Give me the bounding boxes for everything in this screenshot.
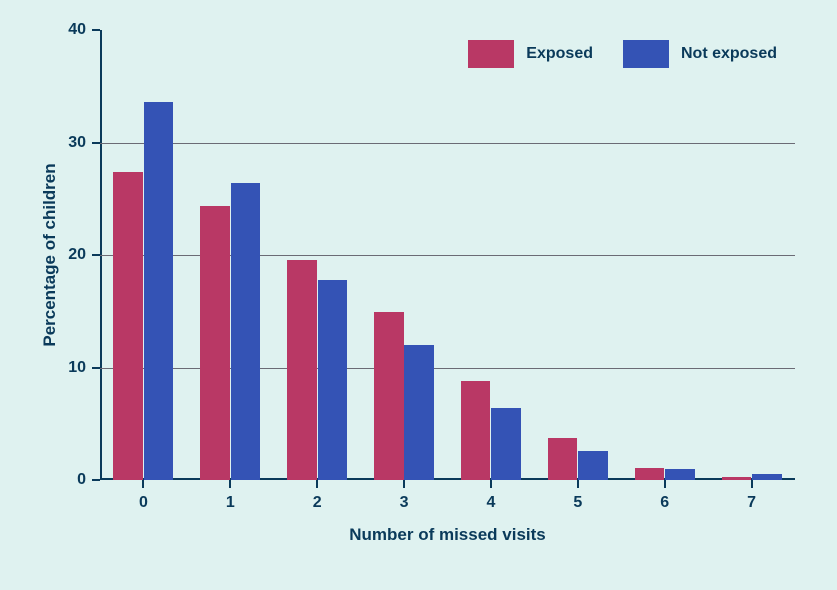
y-tick-label: 0: [77, 471, 86, 489]
legend-label: Exposed: [526, 45, 593, 63]
x-tick: [751, 480, 753, 488]
legend-item: Not exposed: [623, 40, 777, 68]
y-axis-title: Percentage of children: [40, 163, 60, 346]
y-tick: [92, 29, 100, 31]
x-tick-label: 5: [573, 494, 582, 512]
legend-swatch: [468, 40, 514, 68]
legend-swatch: [623, 40, 669, 68]
bar: [752, 474, 782, 480]
y-tick-label: 40: [68, 21, 86, 39]
bar: [287, 260, 317, 481]
bar: [461, 381, 491, 480]
x-tick: [142, 480, 144, 488]
bar: [548, 438, 578, 480]
x-tick-label: 6: [660, 494, 669, 512]
bar: [374, 312, 404, 480]
y-tick-label: 30: [68, 134, 86, 152]
x-tick-label: 7: [747, 494, 756, 512]
y-tick-label: 10: [68, 359, 86, 377]
bar: [491, 408, 521, 480]
x-tick-label: 2: [313, 494, 322, 512]
x-tick-label: 1: [226, 494, 235, 512]
bar: [318, 280, 348, 480]
bar: [404, 345, 434, 480]
gridline: [100, 143, 795, 144]
x-tick: [577, 480, 579, 488]
x-tick: [664, 480, 666, 488]
x-tick: [316, 480, 318, 488]
x-tick-label: 0: [139, 494, 148, 512]
x-tick: [490, 480, 492, 488]
bar: [722, 477, 752, 480]
legend-label: Not exposed: [681, 45, 777, 63]
bar: [200, 206, 230, 481]
x-axis-title: Number of missed visits: [349, 525, 546, 545]
x-tick: [403, 480, 405, 488]
bar: [231, 183, 261, 480]
y-tick-label: 20: [68, 246, 86, 264]
bar: [665, 469, 695, 480]
y-tick: [92, 367, 100, 369]
y-tick: [92, 142, 100, 144]
y-tick: [92, 479, 100, 481]
legend-item: Exposed: [468, 40, 593, 68]
y-tick: [92, 254, 100, 256]
legend: Exposed Not exposed: [468, 40, 777, 68]
plot-area: 01020304001234567: [100, 30, 795, 480]
bar: [578, 451, 608, 480]
x-tick-label: 3: [400, 494, 409, 512]
x-tick-label: 4: [486, 494, 495, 512]
bar: [113, 172, 143, 480]
bar: [635, 468, 665, 480]
chart-container: 01020304001234567 ExposedNot exposed Per…: [0, 0, 837, 590]
bar: [144, 102, 174, 480]
x-tick: [229, 480, 231, 488]
